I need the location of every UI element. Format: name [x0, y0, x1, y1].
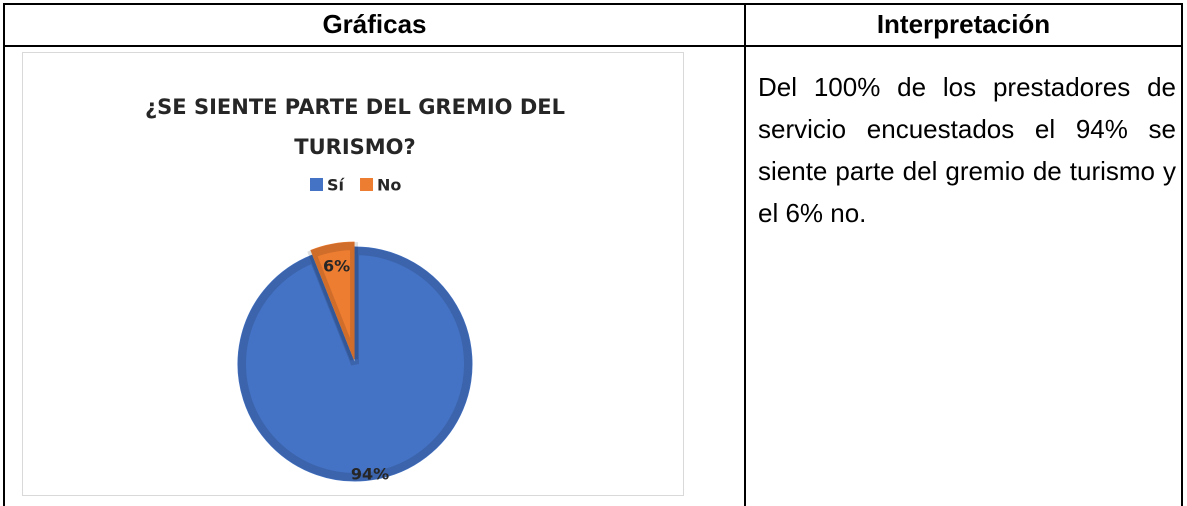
column-header: Interpretación [876, 9, 1051, 39]
legend-swatch [310, 178, 323, 191]
data-label: 6% [323, 257, 350, 276]
data-label: 94% [351, 465, 389, 484]
slice-bevel [307, 242, 359, 361]
table-border [3, 3, 5, 506]
legend-swatch [360, 178, 374, 191]
chart-title: TURISMO? [294, 135, 415, 159]
interpretation-text: Del 100% de los prestadores de servicio … [758, 72, 1176, 228]
table-border [3, 45, 1183, 47]
legend-label: Sí [327, 176, 346, 195]
pie-slice [237, 246, 473, 482]
slice-bevel [238, 246, 472, 481]
chart-frame [22, 52, 684, 496]
chart-title: ¿SE SIENTE PARTE DEL GREMIO DEL [145, 95, 565, 119]
table-border [1181, 3, 1183, 506]
column-header: Gráficas [322, 9, 427, 39]
table-border [744, 3, 746, 506]
table-border [3, 3, 1183, 5]
legend-label: No [377, 176, 401, 195]
pie-slice [310, 241, 355, 360]
